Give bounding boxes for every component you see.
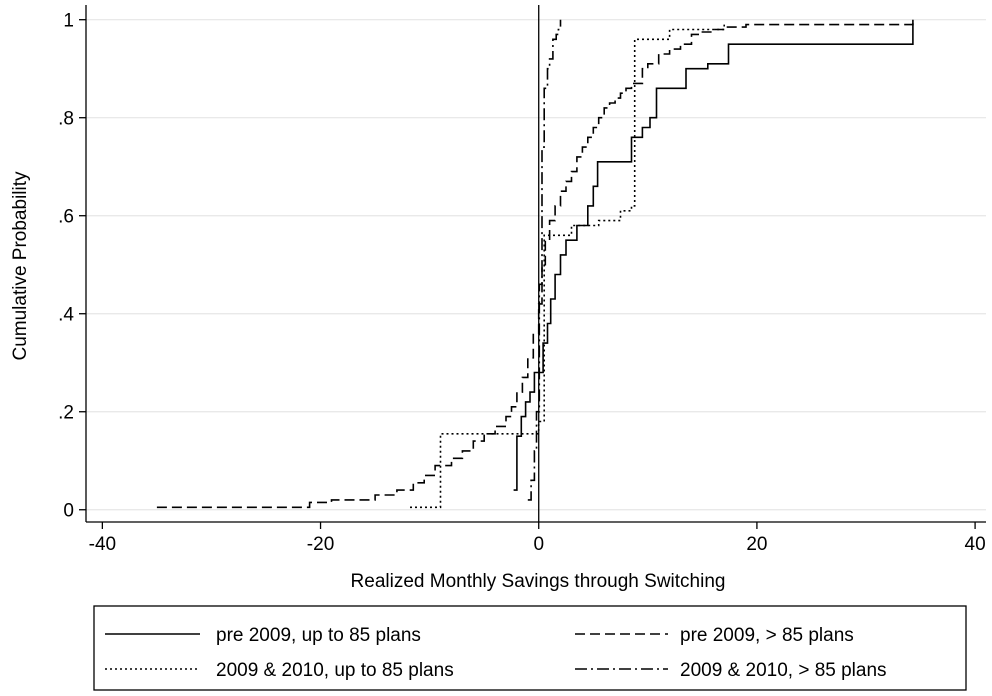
legend-label-2: pre 2009, > 85 plans [680,625,854,646]
axes: 0 .2 .4 .6 .8 1 -40 -20 0 20 40 [58,5,986,555]
y-axis-title: Cumulative Probability [10,171,31,361]
series-line-4 [527,19,562,501]
legend-box [93,605,967,691]
y-tick-label: .2 [58,403,74,424]
x-tick-label: -40 [89,534,116,555]
legend-label-1: pre 2009, up to 85 plans [216,625,421,646]
y-tick-label: .8 [58,109,74,130]
x-tick-label: 0 [533,534,544,555]
x-tick-label: -20 [307,534,334,555]
legend: pre 2009, up to 85 plans pre 2009, > 85 p… [93,605,967,691]
series-line-1 [513,19,914,491]
y-tick-label: 0 [63,501,74,522]
y-tick-label: .4 [58,305,74,326]
series-line-3 [410,24,725,509]
x-axis-title: Realized Monthly Savings through Switchi… [351,571,726,592]
legend-label-4: 2009 & 2010, > 85 plans [680,660,887,681]
series-layer [156,19,914,509]
series-line-2 [156,19,914,509]
y-tick-label: 1 [63,11,74,32]
grid-lines [86,19,986,511]
x-tick-label: 40 [965,534,986,555]
x-tick-label: 20 [746,534,767,555]
legend-label-3: 2009 & 2010, up to 85 plans [216,660,454,681]
y-tick-label: .6 [58,207,74,228]
